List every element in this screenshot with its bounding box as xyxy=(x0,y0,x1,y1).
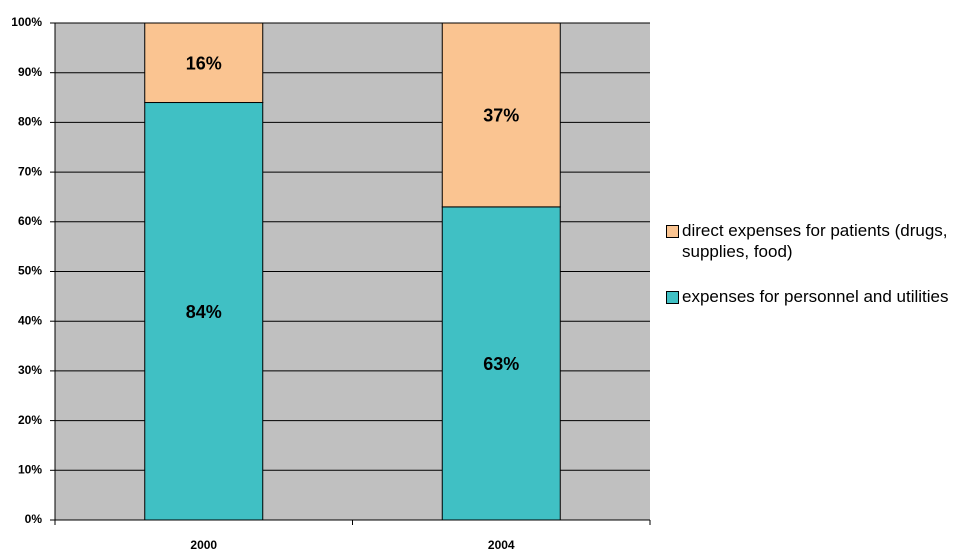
y-tick-label: 20% xyxy=(18,413,42,427)
legend-item: direct expenses for patients (drugs, sup… xyxy=(666,220,956,262)
y-tick-label: 0% xyxy=(25,512,43,526)
value-label: 16% xyxy=(186,54,222,74)
legend-label: expenses for personnel and utilities xyxy=(682,287,949,306)
y-tick-label: 10% xyxy=(18,462,42,476)
legend: expenses for personnel and utilities dire… xyxy=(666,220,956,307)
value-label: 84% xyxy=(186,302,222,322)
value-label: 37% xyxy=(483,106,519,126)
y-tick-label: 40% xyxy=(18,313,42,327)
y-tick-label: 50% xyxy=(18,264,42,278)
bar-segment xyxy=(144,102,264,521)
y-tick-label: 60% xyxy=(18,214,42,228)
x-tick-label: 2004 xyxy=(488,538,515,552)
x-tick-label: 2000 xyxy=(190,538,217,552)
y-tick-label: 70% xyxy=(18,164,42,178)
bar-segment xyxy=(144,22,264,104)
legend-swatch xyxy=(666,291,679,304)
y-tick-label: 100% xyxy=(11,15,42,29)
chart: 0% 10% 20% 30% 40% 50% 60% 70% 80% 90% 100% 2000 84%… xyxy=(11,15,651,552)
y-tick-label: 80% xyxy=(18,115,42,129)
y-tick-label: 90% xyxy=(18,65,42,79)
legend-label: direct expenses for patients (drugs, sup… xyxy=(682,221,948,261)
y-tick-label: 30% xyxy=(18,363,42,377)
bar-segment xyxy=(441,206,561,521)
legend-swatch xyxy=(666,225,679,238)
bar-segment xyxy=(441,22,561,208)
value-label: 63% xyxy=(483,354,519,374)
legend-item: expenses for personnel and utilities xyxy=(666,286,956,307)
